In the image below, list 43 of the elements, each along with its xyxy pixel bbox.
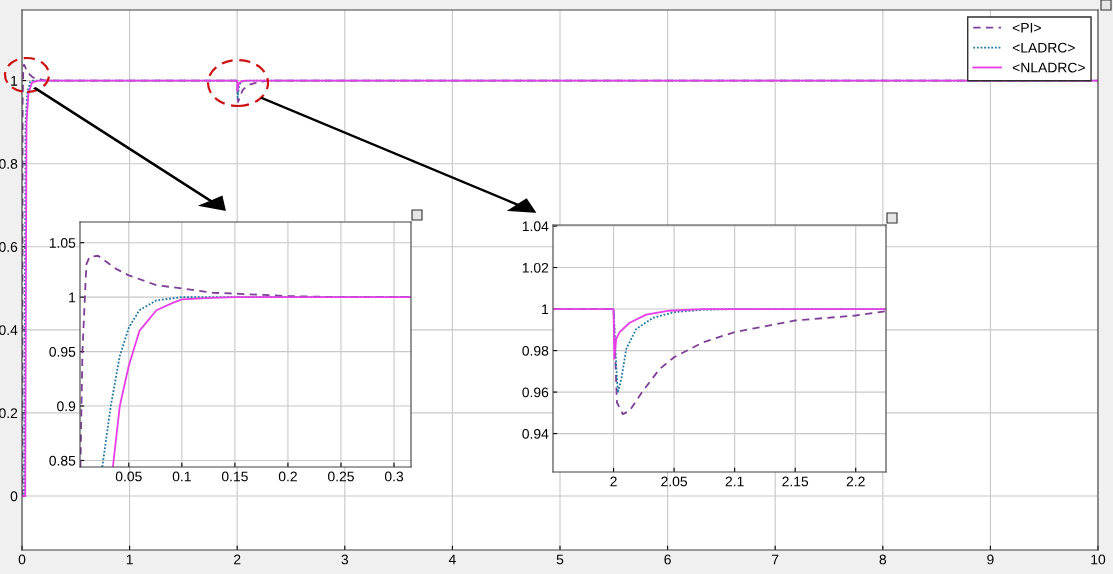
x-tick-label: 2.2 (846, 476, 865, 487)
x-tick-label: 2 (610, 476, 617, 487)
x-tick-label: 0.25 (328, 471, 354, 482)
x-tick-label: 8 (879, 554, 887, 565)
legend-label: <NLADRC> (1012, 62, 1085, 73)
y-tick-label: 1 (11, 76, 18, 86)
x-tick-label: 0.2 (278, 471, 297, 482)
x-tick-label: 7 (772, 554, 779, 565)
y-tick-label: 0.8 (0, 159, 18, 169)
x-tick-label: 0.05 (115, 471, 142, 482)
y-tick-label: 0.96 (522, 387, 549, 398)
y-tick-label: 1.04 (522, 221, 549, 232)
x-tick-label: 0.3 (384, 471, 404, 482)
y-tick-label: 0.94 (522, 428, 549, 439)
y-tick-label: 1.02 (522, 262, 549, 273)
x-tick-label: 2.1 (725, 476, 744, 487)
y-tick-label: 0.9 (57, 401, 76, 412)
x-tick-label: 3 (341, 554, 349, 565)
x-tick-label: 0 (18, 554, 26, 565)
y-tick-label: 0.85 (49, 455, 76, 466)
line-series (553, 308, 886, 360)
x-tick-label: 0.1 (172, 471, 191, 482)
legend-label: <PI> (1012, 23, 1041, 33)
x-tick-label: 2 (234, 554, 241, 565)
x-tick-label: 0.15 (221, 471, 248, 482)
x-tick-label: 9 (987, 554, 994, 565)
y-tick-label: 0.98 (522, 345, 549, 356)
x-tick-label: 10 (1091, 554, 1106, 565)
x-tick-label: 2.15 (782, 476, 809, 487)
y-tick-label: 0.95 (49, 346, 76, 357)
y-tick-label: 1 (542, 304, 549, 315)
y-tick-label: 0 (10, 491, 18, 502)
x-tick-label: 1 (126, 554, 133, 565)
y-tick-label: 1.05 (49, 238, 76, 248)
y-tick-label: 0.4 (0, 325, 18, 336)
x-tick-label: 5 (556, 554, 564, 565)
x-tick-label: 4 (448, 554, 456, 565)
y-tick-label: 0.2 (0, 408, 18, 419)
y-tick-label: 1 (69, 292, 76, 303)
x-tick-label: 2.05 (661, 476, 688, 487)
x-tick-label: 6 (664, 554, 671, 565)
y-tick-label: 0.6 (0, 242, 18, 252)
legend-label: <LADRC> (1012, 42, 1075, 53)
